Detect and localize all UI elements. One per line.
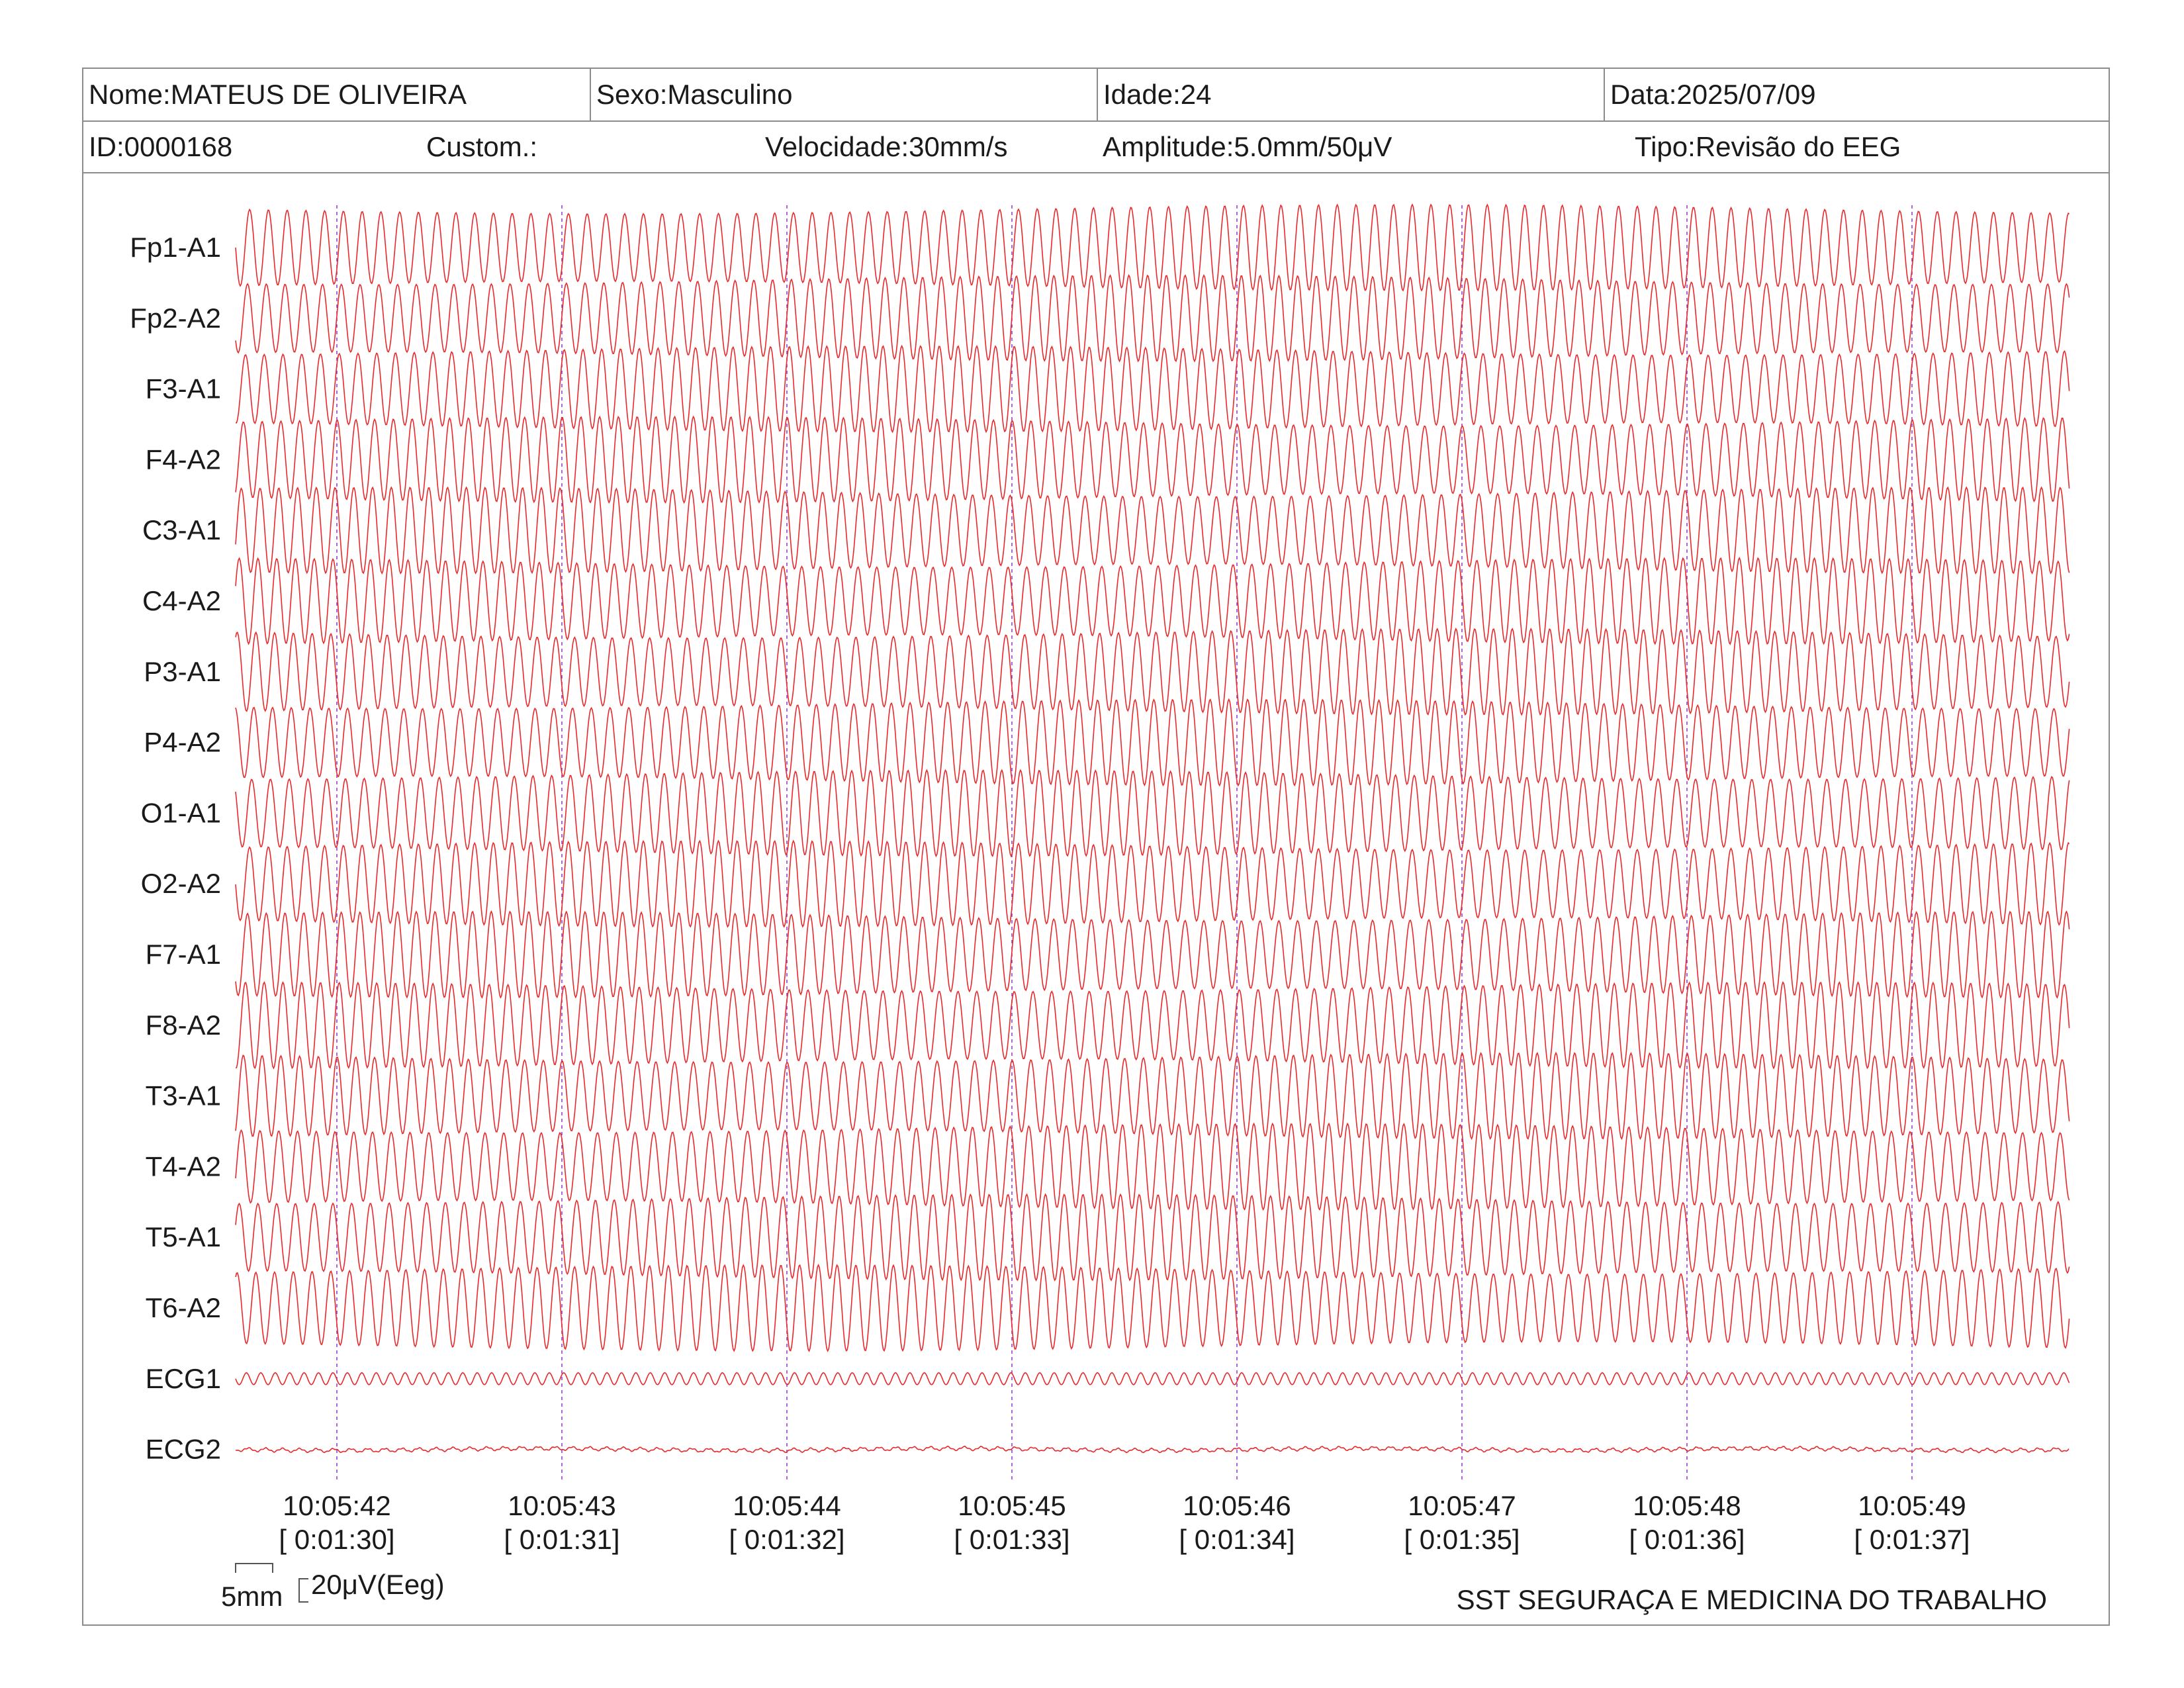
scale-bar-time-label: 5mm (221, 1581, 283, 1612)
trace-fp1-a1 (235, 203, 2070, 292)
tick-clock-1: 10:05:43 (508, 1490, 616, 1521)
header-row-patient: Nome:MATEUS DE OLIVEIRA Sexo:Masculino I… (83, 69, 2109, 122)
scale-bar-amplitude-mark (298, 1578, 308, 1603)
channel-label-f7-a1: F7-A1 (146, 939, 221, 970)
trace-f8-a2 (236, 981, 2070, 1070)
amplitude-setting: Amplitude:5.0mm/50μV (1103, 131, 1392, 162)
channel-label-t5-a1: T5-A1 (146, 1221, 221, 1252)
custom-field: Custom.: (426, 131, 538, 162)
channel-label-t6-a2: T6-A2 (146, 1292, 221, 1323)
tick-clock-6: 10:05:48 (1633, 1490, 1741, 1521)
channel-label-o1-a1: O1-A1 (141, 797, 221, 828)
trace-ecg1 (235, 1372, 2070, 1385)
channel-label-t3-a1: T3-A1 (146, 1080, 221, 1111)
channel-label-f3-a1: F3-A1 (146, 373, 221, 404)
trace-t5-a1 (235, 1193, 2070, 1282)
trace-f3-a1 (235, 344, 2070, 434)
tick-elapsed-1: [ 0:01:31] (504, 1524, 619, 1555)
trace-f7-a1 (235, 910, 2070, 999)
tick-elapsed-7: [ 0:01:37] (1854, 1524, 1970, 1555)
company-name: SST SEGURAÇA E MEDICINA DO TRABALHO (1457, 1584, 2047, 1615)
channel-label-c4-a2: C4-A2 (142, 585, 221, 616)
trace-c4-a2 (235, 557, 2070, 645)
tick-elapsed-4: [ 0:01:34] (1179, 1524, 1295, 1555)
tick-clock-5: 10:05:47 (1408, 1490, 1516, 1521)
tick-clock-4: 10:05:46 (1183, 1490, 1291, 1521)
trace-f4-a2 (235, 415, 2070, 504)
trace-t6-a2 (235, 1264, 2070, 1352)
channel-label-ecg1: ECG1 (146, 1363, 221, 1394)
tick-clock-7: 10:05:49 (1858, 1490, 1966, 1521)
tick-elapsed-3: [ 0:01:33] (954, 1524, 1069, 1555)
patient-name: Nome:MATEUS DE OLIVEIRA (89, 79, 467, 110)
time-tick-labels: 10:05:42[ 0:01:30] 10:05:43[ 0:01:31] 10:0… (279, 1490, 1970, 1555)
trace-p4-a2 (235, 698, 2070, 787)
tick-elapsed-0: [ 0:01:30] (279, 1524, 394, 1555)
channel-label-fp2-a2: Fp2-A2 (130, 303, 221, 334)
exam-date: Data:2025/07/09 (1604, 69, 2109, 120)
channel-label-p3-a1: P3-A1 (144, 656, 221, 687)
patient-id: ID:0000168 (89, 131, 233, 162)
scale-bar-amplitude-label: 20μV(Eeg) (311, 1569, 445, 1600)
tick-elapsed-5: [ 0:01:35] (1404, 1524, 1520, 1555)
trace-o1-a1 (235, 769, 2070, 858)
trace-p3-a1 (235, 628, 2070, 716)
tick-clock-0: 10:05:42 (283, 1490, 391, 1521)
header-row-exam: ID:0000168 Custom.: Velocidade:30mm/s Am… (83, 122, 2109, 173)
speed-setting: Velocidade:30mm/s (765, 131, 1008, 162)
trace-t4-a2 (235, 1122, 2070, 1211)
trace-c3-a1 (235, 486, 2070, 575)
trace-o2-a2 (235, 839, 2070, 929)
tick-elapsed-2: [ 0:01:32] (729, 1524, 844, 1555)
channel-label-c3-a1: C3-A1 (142, 514, 221, 545)
tick-clock-2: 10:05:44 (733, 1490, 841, 1521)
channel-labels: Fp1-A1 Fp2-A2 F3-A1 F4-A2 C3-A1 C4-A2 P3-A1 P4-… (130, 232, 221, 1465)
trace-fp2-a2 (235, 273, 2070, 363)
channel-label-t4-a2: T4-A2 (146, 1150, 221, 1182)
channel-label-ecg2: ECG2 (146, 1434, 221, 1465)
scale-bar: 5mm 20μV(Eeg) (221, 1563, 445, 1612)
channel-label-f8-a2: F8-A2 (146, 1009, 221, 1041)
channel-label-p4-a2: P4-A2 (144, 727, 221, 758)
channel-label-f4-a2: F4-A2 (146, 444, 221, 475)
scale-bar-time-mark (235, 1563, 273, 1573)
trace-ecg2 (235, 1445, 2070, 1454)
channel-label-o2-a2: O2-A2 (141, 868, 221, 899)
tick-clock-3: 10:05:45 (958, 1490, 1066, 1521)
trace-t3-a1 (235, 1051, 2070, 1141)
exam-type: Tipo:Revisão do EEG (1635, 131, 1901, 162)
patient-sex: Sexo:Masculino (590, 69, 1097, 120)
channel-label-fp1-a1: Fp1-A1 (130, 232, 221, 263)
eeg-traces (235, 203, 2070, 1454)
patient-age: Idade:24 (1097, 69, 1604, 120)
tick-elapsed-6: [ 0:01:36] (1629, 1524, 1745, 1555)
report-frame: Nome:MATEUS DE OLIVEIRA Sexo:Masculino I… (82, 68, 2110, 1626)
